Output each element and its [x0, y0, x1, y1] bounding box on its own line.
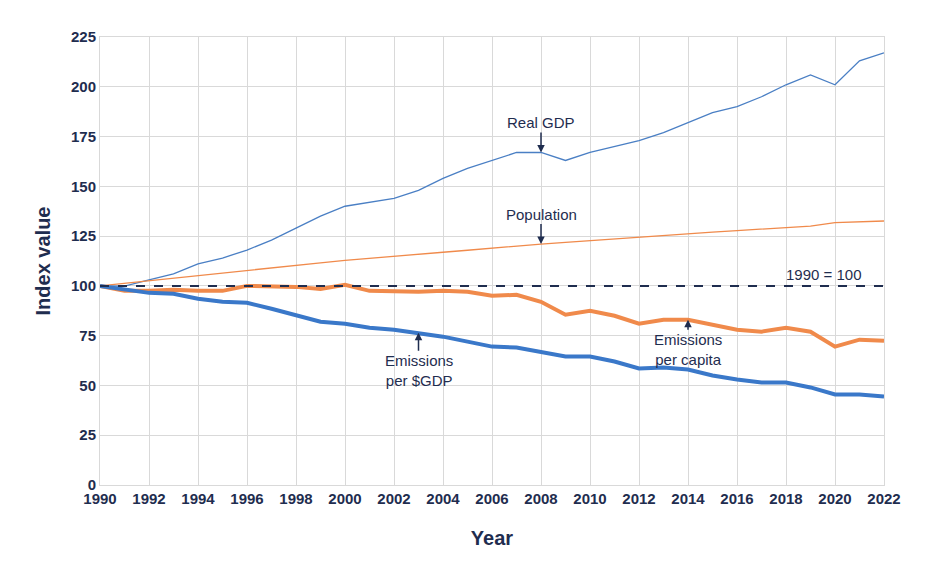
svg-text:2008: 2008: [524, 490, 557, 507]
svg-text:Index value: Index value: [32, 207, 54, 316]
svg-text:Real GDP: Real GDP: [507, 114, 575, 131]
svg-text:Emissionsper capita: Emissionsper capita: [654, 331, 722, 368]
svg-text:2000: 2000: [328, 490, 361, 507]
svg-text:2018: 2018: [769, 490, 802, 507]
svg-text:150: 150: [71, 178, 96, 195]
svg-text:Population: Population: [506, 206, 577, 223]
svg-text:1990: 1990: [83, 490, 116, 507]
svg-text:1996: 1996: [230, 490, 263, 507]
svg-text:2004: 2004: [426, 490, 460, 507]
svg-text:25: 25: [79, 426, 96, 443]
svg-text:2002: 2002: [377, 490, 410, 507]
svg-text:2016: 2016: [720, 490, 753, 507]
svg-text:2012: 2012: [622, 490, 655, 507]
svg-text:2014: 2014: [671, 490, 705, 507]
svg-text:Emissionsper $GDP: Emissionsper $GDP: [385, 352, 453, 389]
svg-text:75: 75: [79, 327, 96, 344]
svg-text:2010: 2010: [573, 490, 606, 507]
svg-text:2022: 2022: [867, 490, 900, 507]
svg-text:1998: 1998: [279, 490, 312, 507]
svg-text:1990 = 100: 1990 = 100: [786, 266, 862, 283]
svg-text:200: 200: [71, 78, 96, 95]
svg-text:2006: 2006: [475, 490, 508, 507]
svg-text:225: 225: [71, 28, 96, 45]
svg-text:0: 0: [88, 476, 96, 493]
svg-text:Year: Year: [471, 527, 513, 549]
svg-text:100: 100: [71, 277, 96, 294]
svg-text:50: 50: [79, 377, 96, 394]
svg-text:125: 125: [71, 227, 96, 244]
svg-text:1992: 1992: [132, 490, 165, 507]
svg-text:2020: 2020: [818, 490, 851, 507]
svg-text:1994: 1994: [181, 490, 215, 507]
svg-text:175: 175: [71, 128, 96, 145]
